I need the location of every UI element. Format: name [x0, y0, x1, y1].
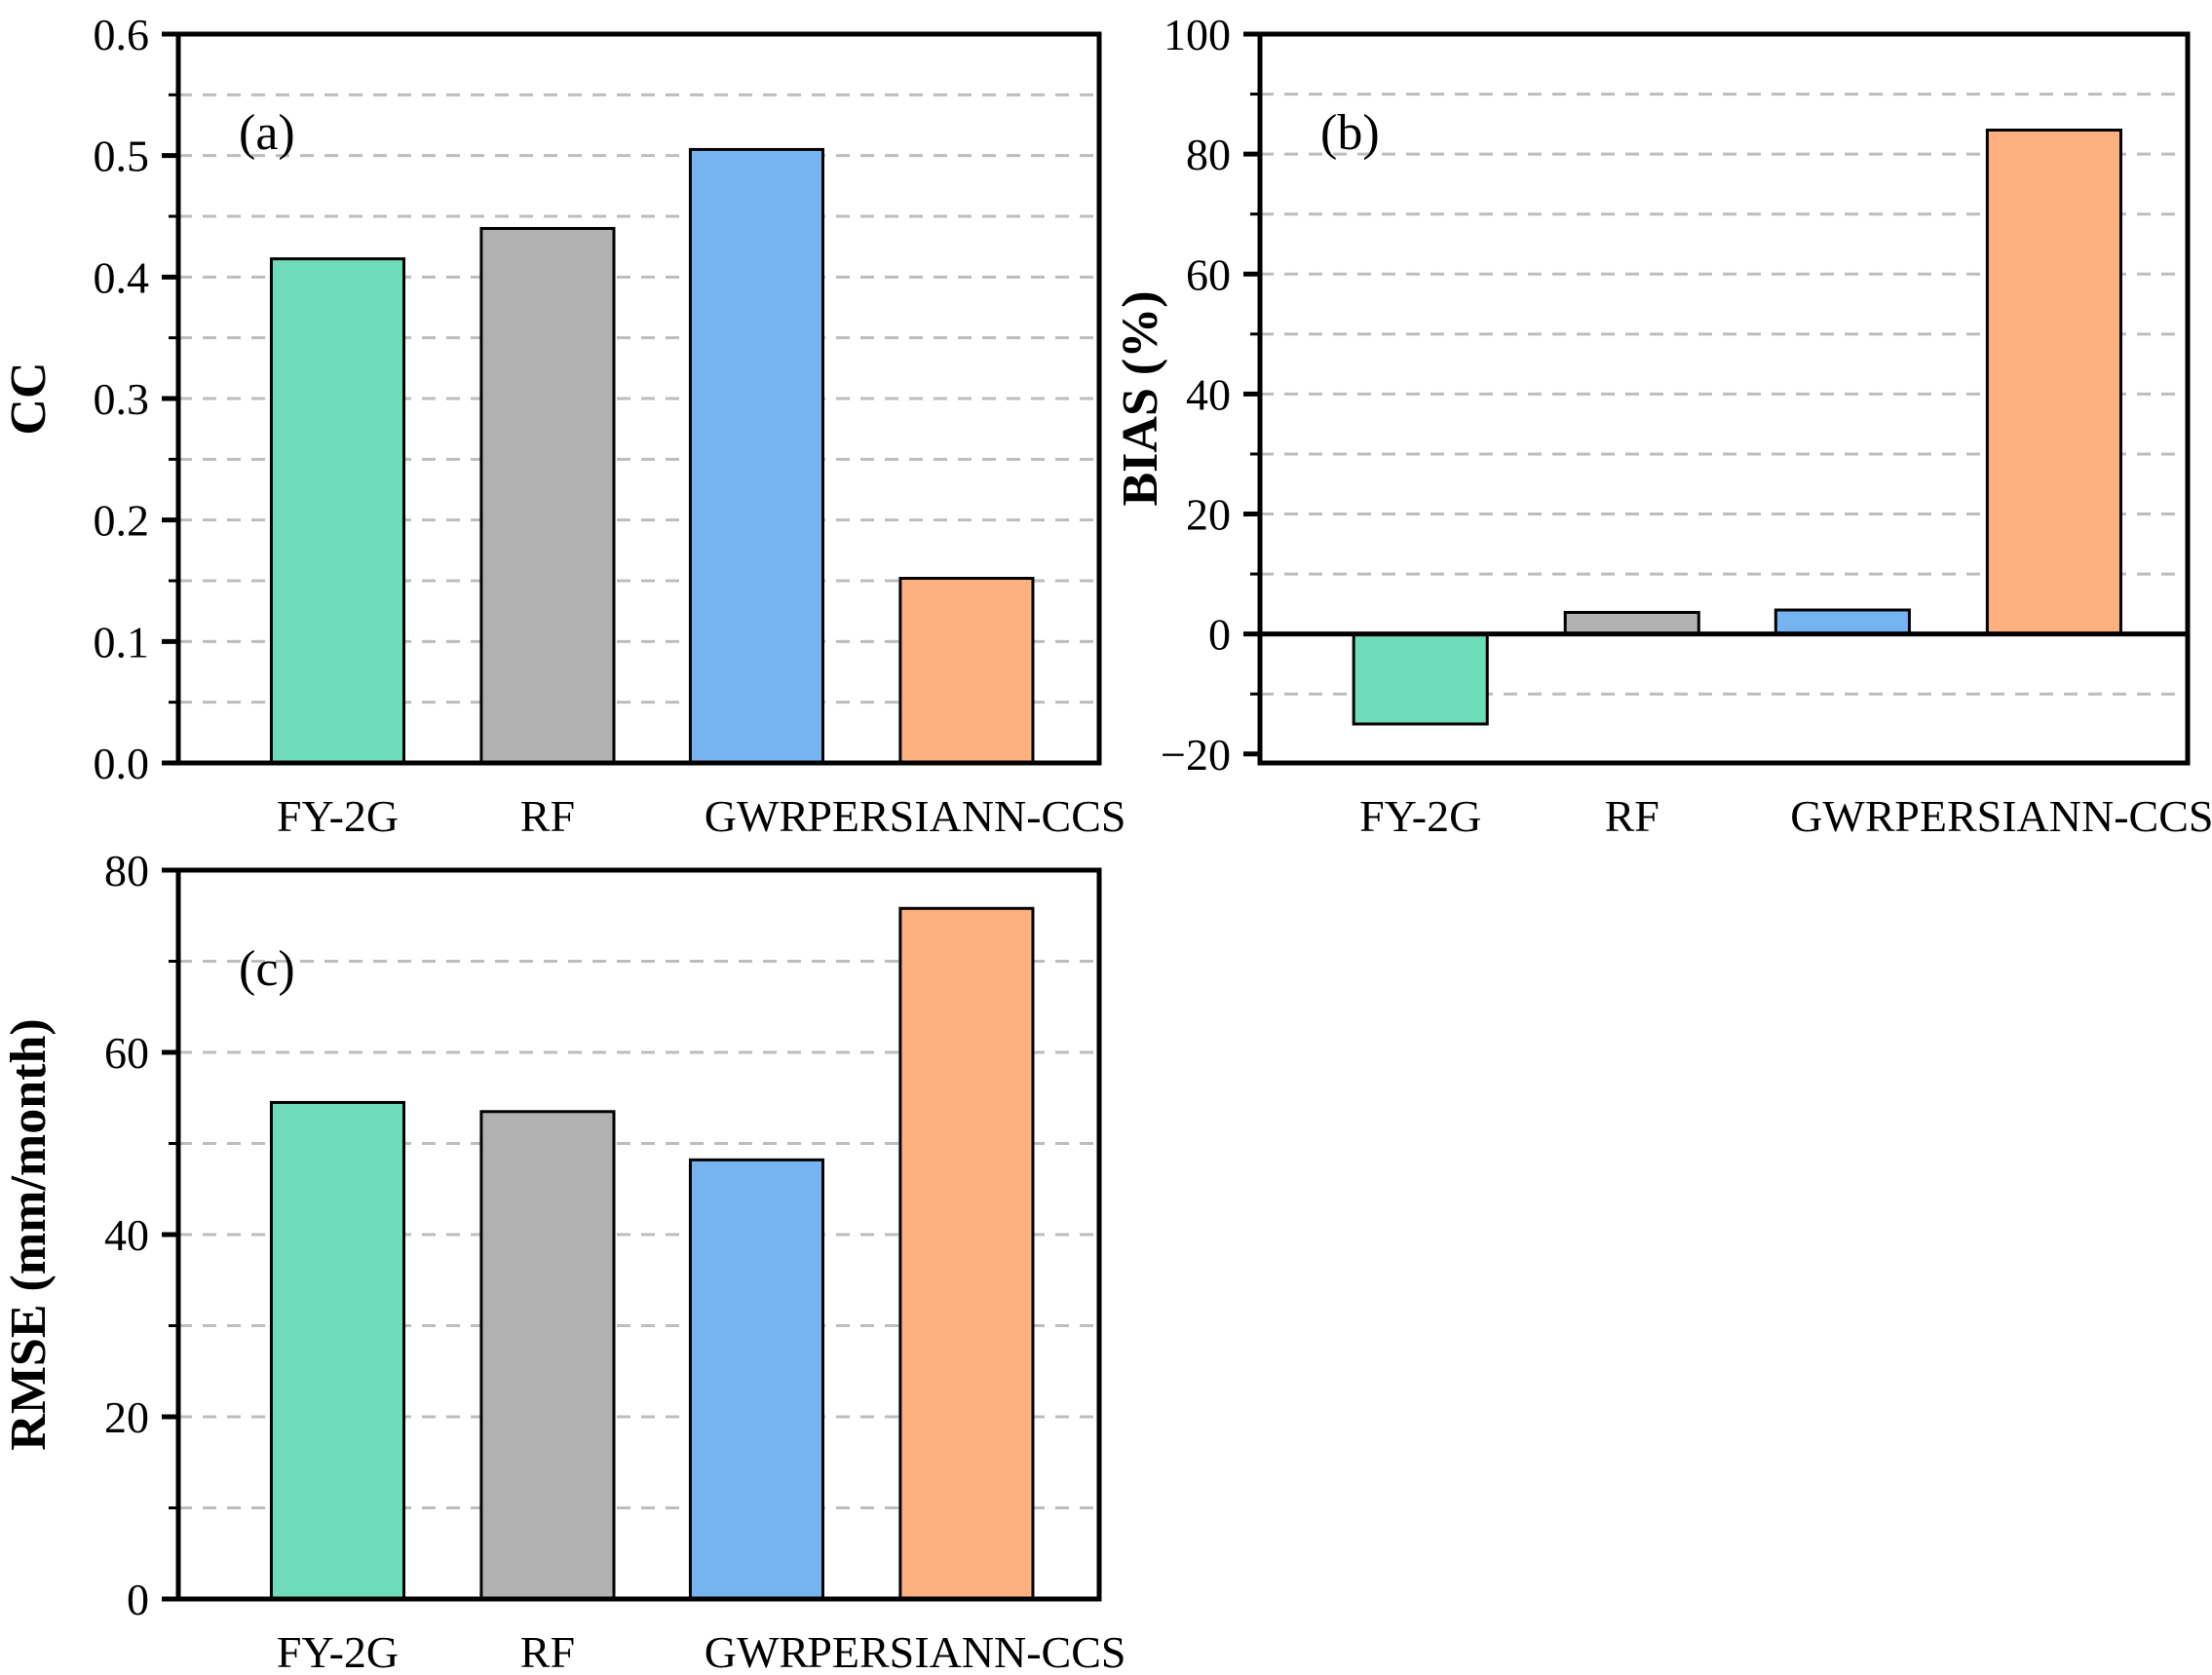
- y-tick-label: 0: [127, 1575, 149, 1624]
- y-tick-label: 0.2: [94, 496, 150, 546]
- y-tick-label: 40: [104, 1210, 149, 1260]
- panel-b-bias-chart: −20 0 20 40 60 80 100 FY-2G RF GWR PERSIANN-CCS BIA…: [1113, 10, 2212, 841]
- bar-rf: [479, 226, 616, 765]
- y-tick-label: 0.6: [94, 10, 150, 59]
- category-label: GWR: [1790, 791, 1895, 841]
- y-tick-label: 0.3: [94, 374, 150, 424]
- y-tick-label: 100: [1163, 10, 1231, 59]
- category-label: RF: [1605, 791, 1659, 841]
- y-tick-label: 60: [1186, 249, 1231, 299]
- panel-label: (a): [239, 105, 295, 161]
- y-tick-label: 0: [1208, 610, 1231, 660]
- y-tick-label: 80: [1186, 130, 1231, 179]
- y-tick-label: 80: [104, 846, 149, 895]
- y-tick-label: 0.5: [94, 132, 150, 181]
- bar-fy-2g: [269, 257, 406, 765]
- bar-gwr: [688, 1158, 824, 1601]
- category-label: FY-2G: [277, 1627, 399, 1675]
- bar-rf: [479, 1110, 616, 1601]
- y-axis-title: RMSE (mm/month): [1, 1018, 57, 1450]
- y-tick-label: −20: [1161, 730, 1231, 780]
- plot-frame: [1257, 31, 2191, 766]
- bar-gwr: [1773, 608, 1911, 636]
- category-label: GWR: [705, 791, 810, 841]
- panel-label: (b): [1320, 105, 1380, 161]
- y-tick-label: 0.0: [94, 739, 150, 788]
- bar-persiann-ccs: [1985, 129, 2122, 636]
- bar-persiann-ccs: [898, 577, 1035, 765]
- y-tick-label: 0.4: [94, 252, 150, 302]
- y-tick-label: 60: [104, 1028, 149, 1078]
- y-tick-label: 40: [1186, 369, 1231, 419]
- bar-fy-2g: [1352, 632, 1489, 726]
- category-label: FY-2G: [277, 791, 399, 841]
- y-tick-label: 20: [104, 1392, 149, 1442]
- bar-gwr: [688, 147, 824, 765]
- panel-label: (c): [239, 941, 295, 997]
- panel-a-cc-chart: 0.0 0.1 0.2 0.3 0.4 0.5 0.6 FY-2G RF GWRPERSIANN-…: [1, 10, 1126, 841]
- category-label: PERSIANN-CCS: [1894, 791, 2212, 841]
- bar-persiann-ccs: [898, 906, 1035, 1601]
- category-label: PERSIANN-CCS: [807, 1627, 1125, 1675]
- category-label: GWR: [705, 1627, 810, 1675]
- y-axis-title: CC: [1, 362, 57, 435]
- category-label: PERSIANN-CCS: [807, 791, 1125, 841]
- y-tick-label: 20: [1186, 490, 1231, 540]
- y-tick-label: 0.1: [94, 617, 150, 666]
- bar-fy-2g: [269, 1100, 406, 1601]
- category-label: RF: [520, 791, 575, 841]
- bar-rf: [1563, 610, 1700, 636]
- category-label: RF: [520, 1627, 575, 1675]
- y-axis-title: BIAS (%): [1113, 290, 1168, 506]
- category-label: FY-2G: [1359, 791, 1481, 841]
